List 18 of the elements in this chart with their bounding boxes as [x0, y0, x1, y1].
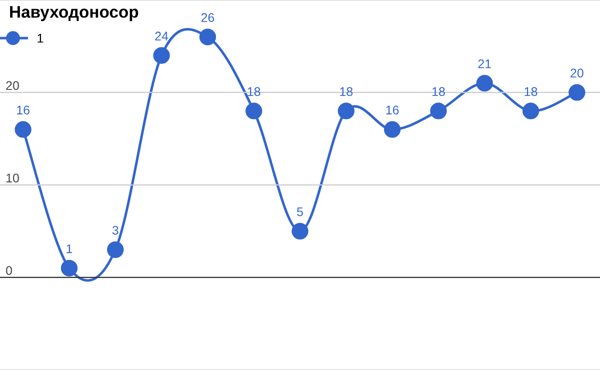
y-tick-label: 20 [6, 81, 19, 90]
data-label: 5 [297, 207, 303, 216]
data-label: 24 [155, 32, 168, 40]
chart-title: Навуходоносор [10, 6, 138, 22]
data-label: 21 [478, 59, 491, 68]
y-tick-label: 10 [6, 174, 19, 182]
data-label: 16 [386, 106, 399, 114]
data-label: 26 [201, 13, 214, 22]
data-label: 20 [570, 68, 584, 78]
data-label: 18 [432, 87, 445, 96]
legend-label: 1 [38, 34, 44, 42]
data-label: 18 [340, 87, 353, 96]
data-label: 16 [17, 106, 30, 114]
data-label: 3 [112, 226, 118, 235]
y-tick-label: 0 [6, 266, 12, 275]
data-label: 18 [248, 87, 260, 96]
data-label: 1 [66, 244, 72, 254]
data-label: 18 [524, 87, 538, 96]
